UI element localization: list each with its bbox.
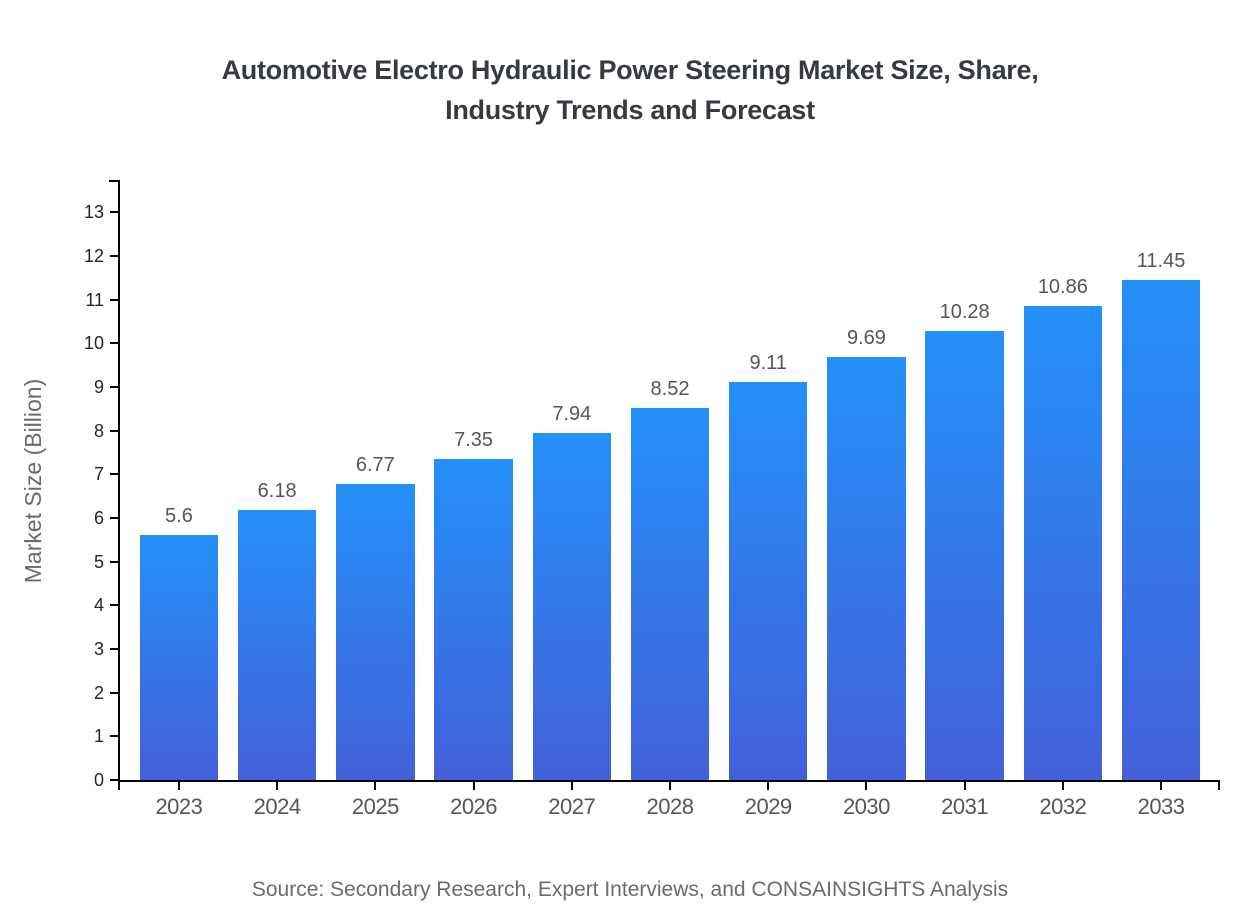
bar-2023	[139, 535, 219, 780]
y-tick-label: 13	[83, 202, 104, 223]
y-tick-label: 7	[93, 464, 104, 485]
x-tick-label: 2028	[646, 794, 694, 819]
x-tick	[767, 780, 770, 790]
bar-value-label: 10.86	[1037, 275, 1088, 298]
y-tick-label: 10	[83, 333, 104, 354]
y-tick	[110, 604, 120, 607]
x-tick-label: 2029	[744, 794, 792, 819]
y-tick	[110, 298, 120, 301]
x-tick-label: 2024	[253, 794, 301, 819]
bar-2026	[434, 459, 513, 780]
bar-value-label: 7.94	[552, 403, 592, 426]
y-tick	[110, 254, 120, 257]
bar-value-label: 11.45	[1136, 250, 1186, 272]
bar-value-label: 7.35	[454, 429, 494, 452]
bar-value-label: 6.18	[257, 480, 297, 503]
x-axis-line	[118, 780, 1220, 782]
y-tick-label: 8	[93, 420, 104, 441]
y-tick-label: 0	[93, 770, 104, 790]
y-axis-title: Market Size (Billion)	[20, 378, 46, 584]
x-tick	[1160, 780, 1163, 790]
y-tick-label: 5	[93, 551, 104, 572]
y-tick	[110, 211, 120, 214]
x-tick	[177, 780, 180, 790]
y-tick	[110, 342, 120, 345]
y-tick-label: 12	[83, 245, 104, 266]
y-tick	[110, 560, 120, 563]
chart-title: Automotive Electro Hydraulic Power Steer…	[0, 50, 1260, 130]
x-axis-right-cap	[1218, 780, 1220, 790]
y-tick-label: 4	[93, 595, 104, 616]
chart-title-line1: Automotive Electro Hydraulic Power Steer…	[221, 55, 1039, 85]
bar-2030	[827, 356, 906, 780]
y-tick	[110, 647, 120, 650]
x-tick-label: 2025	[351, 794, 399, 819]
bar-value-label: 5.6	[165, 505, 193, 528]
x-tick-label: 2023	[155, 794, 203, 819]
chart-title-line2: Industry Trends and Forecast	[445, 95, 815, 125]
y-tick-label: 3	[93, 638, 104, 659]
y-tick	[110, 516, 120, 519]
y-tick	[110, 691, 120, 694]
source-note: Source: Secondary Research, Expert Inter…	[251, 878, 1009, 901]
y-tick-label: 6	[93, 507, 104, 528]
y-tick-label: 9	[93, 376, 104, 397]
y-tick	[110, 779, 120, 781]
y-tick	[110, 735, 120, 738]
bar-value-label: 6.77	[355, 454, 395, 477]
y-axis-line	[118, 180, 120, 782]
y-tick	[110, 429, 120, 432]
x-tick	[1061, 780, 1064, 790]
x-tick-label: 2030	[842, 794, 890, 819]
bar-value-label: 9.69	[846, 326, 886, 349]
bar-2033	[1121, 280, 1201, 780]
y-tick-label: 11	[85, 289, 104, 310]
x-tick-label: 2026	[450, 794, 498, 819]
bar-2027	[532, 433, 612, 780]
x-tick	[472, 780, 475, 790]
bar-value-label: 8.52	[650, 377, 690, 400]
bar-2029	[728, 382, 808, 780]
bar-value-label: 10.28	[939, 301, 990, 324]
x-axis-left-cap	[118, 780, 120, 790]
bar-2024	[237, 510, 317, 780]
y-axis-top-cap	[109, 180, 119, 182]
bar-2032	[1023, 305, 1103, 780]
x-tick	[374, 780, 377, 790]
x-tick	[276, 780, 279, 790]
bar-2025	[336, 484, 415, 780]
x-tick	[570, 780, 573, 790]
x-tick	[865, 780, 868, 790]
x-tick-label: 2027	[548, 794, 596, 819]
x-tick	[669, 780, 671, 790]
y-tick	[110, 385, 120, 388]
y-tick	[110, 473, 120, 476]
x-tick	[963, 780, 966, 790]
bar-value-label: 9.11	[749, 352, 787, 375]
bar-2028	[630, 407, 710, 780]
x-tick-label: 2032	[1039, 794, 1087, 819]
x-tick-label: 2033	[1137, 794, 1185, 819]
x-tick-label: 2031	[941, 794, 989, 819]
y-tick-label: 2	[93, 682, 104, 703]
bar-2031	[925, 331, 1004, 780]
y-tick-label: 1	[93, 726, 104, 747]
